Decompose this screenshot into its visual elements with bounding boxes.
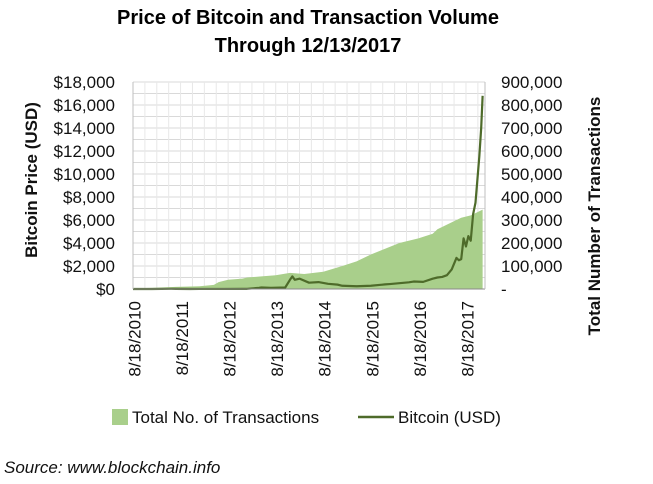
left-axis-ticks: $0 $2,000 $4,000 $6,000 $8,000 $10,000 $12,000… [54, 73, 115, 299]
left-axis-label: Bitcoin Price (USD) [22, 102, 41, 258]
legend-label-transactions: Total No. of Transactions [132, 408, 319, 427]
right-axis-ticks: - 100,000 200,000 300,000 400,000 500,000 600,… [501, 73, 562, 299]
right-tick-label: - [501, 280, 507, 299]
left-tick-label: $8,000 [63, 188, 115, 207]
left-tick-label: $2,000 [63, 257, 115, 276]
x-tick-label: 8/18/2016 [411, 301, 430, 377]
x-axis-ticks: 8/18/2010 8/18/2011 8/18/2012 8/18/2013 8/18… [125, 301, 477, 377]
x-tick-label: 8/18/2014 [316, 301, 335, 377]
right-tick-label: 100,000 [501, 257, 562, 276]
left-tick-label: $0 [96, 280, 115, 299]
left-tick-label: $16,000 [54, 96, 115, 115]
right-tick-label: 500,000 [501, 165, 562, 184]
x-tick-label: 8/18/2015 [363, 301, 382, 377]
x-tick-label: 8/18/2010 [125, 301, 144, 377]
transactions-area [133, 209, 483, 289]
left-tick-label: $10,000 [54, 165, 115, 184]
right-axis-label: Total Number of Transactions [585, 97, 604, 336]
right-tick-label: 300,000 [501, 211, 562, 230]
chart-title-line-2: Through 12/13/2017 [215, 35, 402, 57]
axes [132, 82, 486, 290]
x-tick-label: 8/18/2012 [221, 301, 240, 377]
legend-swatch-transactions [112, 409, 128, 425]
x-tick-label: 8/18/2011 [173, 301, 192, 375]
x-tick-label: 8/18/2013 [268, 301, 287, 377]
legend: Total No. of Transactions Bitcoin (USD) [112, 408, 501, 427]
transactions-area-layer [133, 209, 483, 289]
right-tick-label: 800,000 [501, 96, 562, 115]
left-tick-label: $14,000 [54, 119, 115, 138]
right-tick-label: 400,000 [501, 188, 562, 207]
right-tick-label: 900,000 [501, 73, 562, 92]
right-tick-label: 200,000 [501, 234, 562, 253]
left-tick-label: $12,000 [54, 142, 115, 161]
x-tick-label: 8/18/2017 [458, 301, 477, 377]
legend-label-bitcoin: Bitcoin (USD) [398, 408, 501, 427]
chart-title-line-1: Price of Bitcoin and Transaction Volume [117, 7, 499, 29]
right-tick-label: 600,000 [501, 142, 562, 161]
left-tick-label: $4,000 [63, 234, 115, 253]
left-tick-label: $18,000 [54, 73, 115, 92]
source-note: Source: www.blockchain.info [4, 458, 221, 477]
right-tick-label: 700,000 [501, 119, 562, 138]
left-tick-label: $6,000 [63, 211, 115, 230]
